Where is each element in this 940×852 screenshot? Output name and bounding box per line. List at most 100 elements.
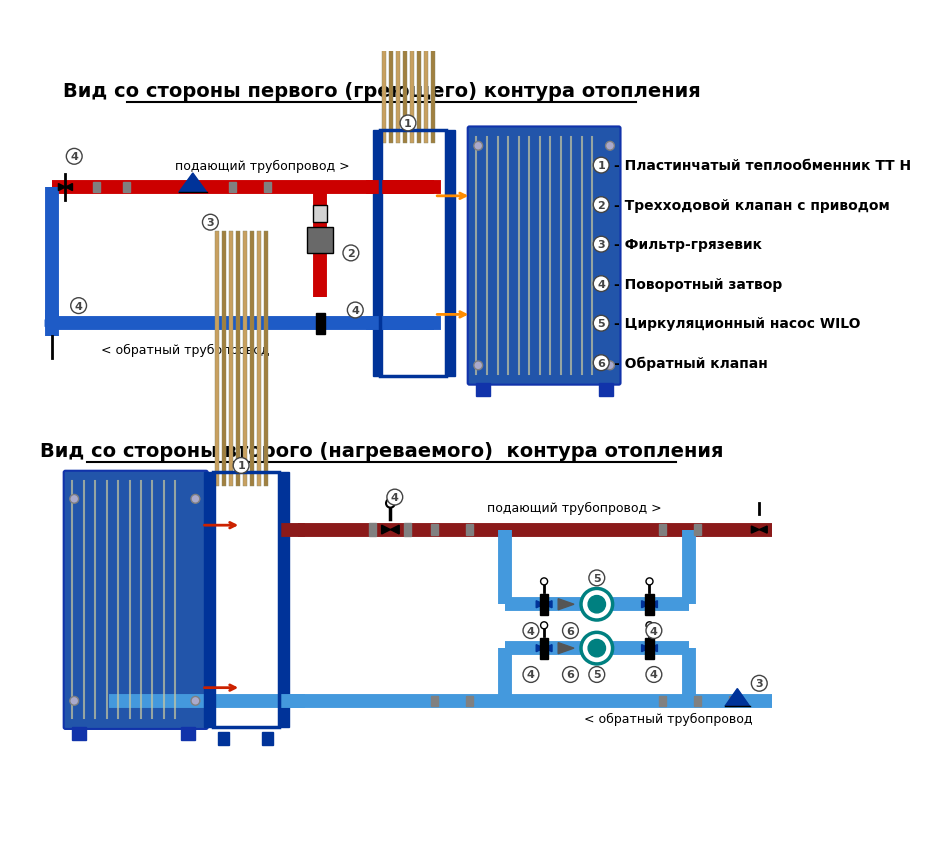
Text: 6: 6 xyxy=(567,670,574,680)
Bar xyxy=(695,696,701,706)
Bar xyxy=(236,232,241,486)
Polygon shape xyxy=(179,174,207,193)
Polygon shape xyxy=(390,526,400,534)
Bar xyxy=(369,524,376,536)
Bar xyxy=(431,525,438,535)
Circle shape xyxy=(562,667,578,682)
Bar xyxy=(659,696,666,706)
Bar xyxy=(262,732,273,745)
Circle shape xyxy=(191,697,200,705)
Bar xyxy=(243,232,247,486)
Polygon shape xyxy=(650,645,657,652)
Circle shape xyxy=(593,355,609,371)
FancyBboxPatch shape xyxy=(468,127,620,385)
FancyBboxPatch shape xyxy=(64,471,208,729)
Circle shape xyxy=(588,667,604,682)
Bar xyxy=(404,524,412,536)
Bar xyxy=(431,696,438,706)
Circle shape xyxy=(387,490,402,505)
Polygon shape xyxy=(544,645,552,652)
Circle shape xyxy=(646,579,653,585)
Polygon shape xyxy=(642,601,650,608)
Text: 5: 5 xyxy=(593,573,601,584)
Text: Вид со стороны второго (нагреваемого)  контура отопления: Вид со стороны второго (нагреваемого) ко… xyxy=(39,441,724,460)
Circle shape xyxy=(233,458,249,474)
Circle shape xyxy=(605,142,615,151)
Circle shape xyxy=(581,632,613,665)
Polygon shape xyxy=(751,527,760,533)
Circle shape xyxy=(646,667,662,682)
Bar xyxy=(599,383,613,397)
Bar xyxy=(213,473,279,728)
Circle shape xyxy=(474,142,482,151)
Bar xyxy=(416,0,421,144)
Bar xyxy=(307,227,334,254)
Text: - Циркуляционный насос WILO: - Циркуляционный насос WILO xyxy=(615,317,861,331)
Polygon shape xyxy=(53,320,59,327)
Circle shape xyxy=(588,640,605,657)
Bar xyxy=(181,728,196,740)
Polygon shape xyxy=(760,527,767,533)
Bar xyxy=(645,638,654,659)
Text: подающий трубопровод >: подающий трубопровод > xyxy=(175,159,350,172)
Polygon shape xyxy=(45,320,53,327)
Text: - Поворотный затвор: - Поворотный затвор xyxy=(615,278,783,291)
Text: 5: 5 xyxy=(598,319,605,329)
Bar xyxy=(410,0,415,144)
Bar xyxy=(313,205,327,223)
Polygon shape xyxy=(536,601,544,608)
Circle shape xyxy=(67,149,82,165)
Text: Вид со стороны первого (греющего) контура отопления: Вид со стороны первого (греющего) контур… xyxy=(63,82,700,101)
Text: - Пластинчатый теплообменник ТТ Н: - Пластинчатый теплообменник ТТ Н xyxy=(615,159,912,173)
Circle shape xyxy=(343,245,359,262)
Bar xyxy=(396,0,400,144)
Bar xyxy=(228,232,233,486)
Bar xyxy=(695,525,701,535)
Text: 4: 4 xyxy=(527,626,535,636)
Text: 4: 4 xyxy=(650,670,658,680)
Circle shape xyxy=(751,676,767,691)
Circle shape xyxy=(646,622,653,629)
Circle shape xyxy=(400,116,415,132)
Bar xyxy=(71,728,86,740)
Circle shape xyxy=(593,316,609,331)
Text: 4: 4 xyxy=(597,279,605,290)
Circle shape xyxy=(593,198,609,213)
Bar xyxy=(446,131,455,377)
Text: 4: 4 xyxy=(70,153,78,162)
Bar xyxy=(264,232,268,486)
Text: 3: 3 xyxy=(598,240,605,250)
Text: < обратный трубопровод: < обратный трубопровод xyxy=(101,343,269,357)
Circle shape xyxy=(605,361,615,371)
Circle shape xyxy=(474,361,482,371)
Bar xyxy=(380,131,446,377)
Bar xyxy=(388,0,393,144)
Bar xyxy=(250,232,255,486)
Circle shape xyxy=(70,495,79,504)
Bar xyxy=(540,638,549,659)
Bar xyxy=(279,473,290,728)
Circle shape xyxy=(202,215,218,231)
Text: 2: 2 xyxy=(597,200,605,210)
Polygon shape xyxy=(642,645,650,652)
Text: 6: 6 xyxy=(597,359,605,368)
Polygon shape xyxy=(321,320,327,327)
Bar xyxy=(540,594,549,615)
Circle shape xyxy=(523,667,539,682)
Circle shape xyxy=(523,623,539,639)
Circle shape xyxy=(588,596,605,613)
Text: 4: 4 xyxy=(527,670,535,680)
Circle shape xyxy=(646,623,662,639)
Circle shape xyxy=(562,623,578,639)
Bar xyxy=(466,525,473,535)
Circle shape xyxy=(593,237,609,253)
Bar xyxy=(93,182,100,193)
Bar xyxy=(218,732,228,745)
Text: 4: 4 xyxy=(352,306,359,315)
Bar xyxy=(316,314,324,334)
Bar xyxy=(729,696,736,706)
Polygon shape xyxy=(544,601,552,608)
Text: - Трехходовой клапан с приводом: - Трехходовой клапан с приводом xyxy=(615,199,890,212)
Circle shape xyxy=(348,302,363,319)
Text: 1: 1 xyxy=(404,118,412,129)
